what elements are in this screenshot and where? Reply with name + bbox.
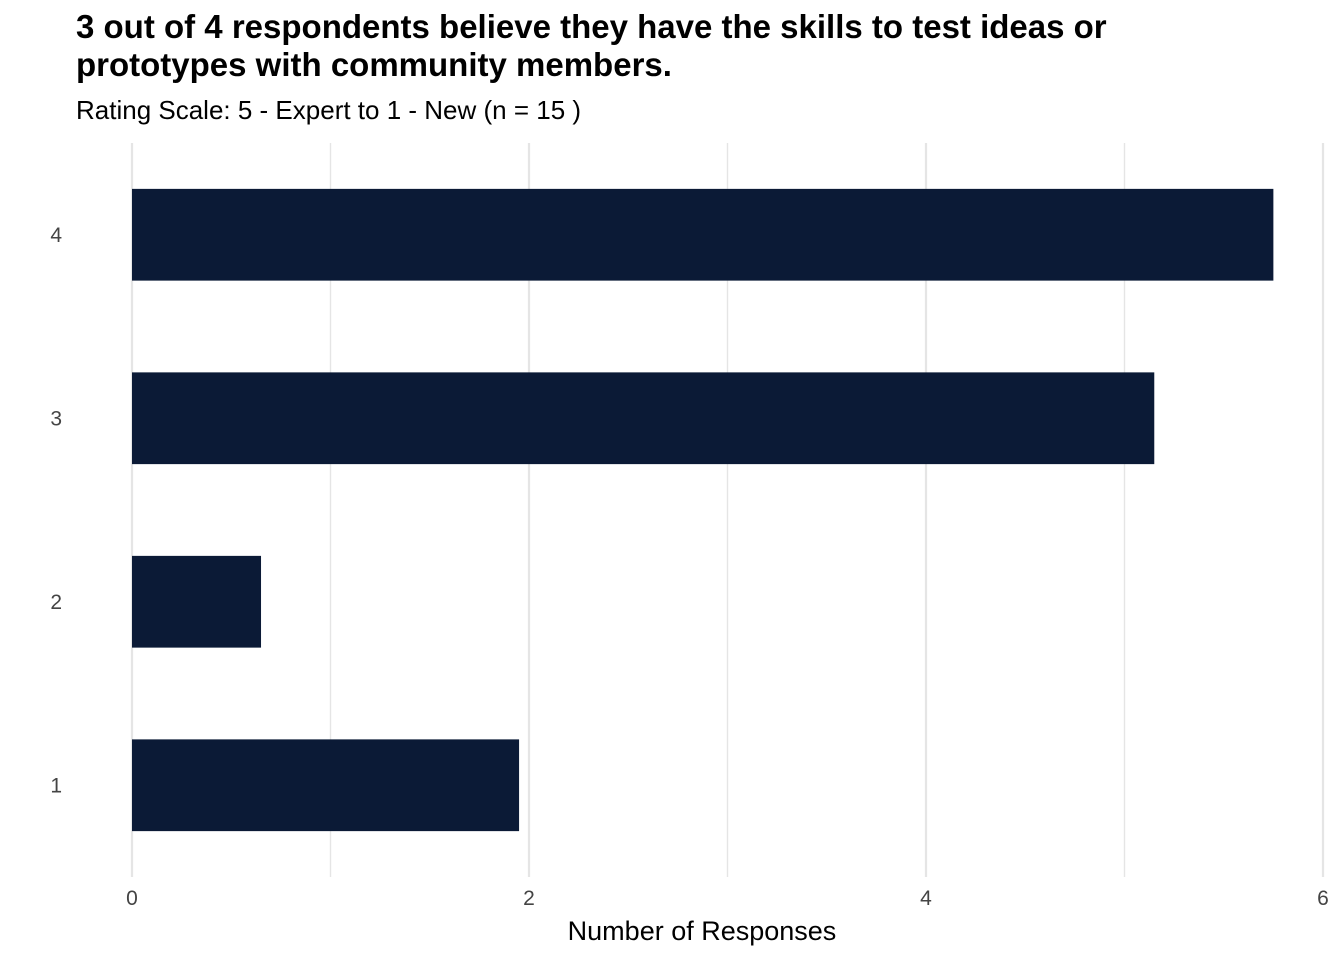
x-tick-label: 0 — [126, 887, 138, 910]
x-axis-title: Number of Responses — [568, 916, 837, 946]
chart-title: 3 out of 4 respondents believe they have… — [76, 8, 1107, 83]
y-tick-label: 4 — [50, 224, 62, 247]
y-tick-label: 1 — [50, 774, 62, 797]
x-tick-label: 4 — [920, 887, 932, 910]
bar-2 — [132, 555, 262, 648]
x-tick-label: 6 — [1317, 887, 1329, 910]
bar-3 — [132, 372, 1155, 465]
bar-4 — [132, 188, 1274, 281]
y-axis-tick-labels: 4 3 2 1 — [50, 224, 62, 798]
y-tick-label: 3 — [50, 407, 62, 430]
x-tick-label: 2 — [523, 887, 535, 910]
y-tick-label: 2 — [50, 591, 62, 614]
chart-subtitle: Rating Scale: 5 - Expert to 1 - New (n =… — [76, 95, 582, 125]
bar-1 — [132, 739, 520, 832]
x-axis-tick-labels: 0 2 4 6 — [126, 887, 1329, 910]
bars — [132, 188, 1274, 832]
